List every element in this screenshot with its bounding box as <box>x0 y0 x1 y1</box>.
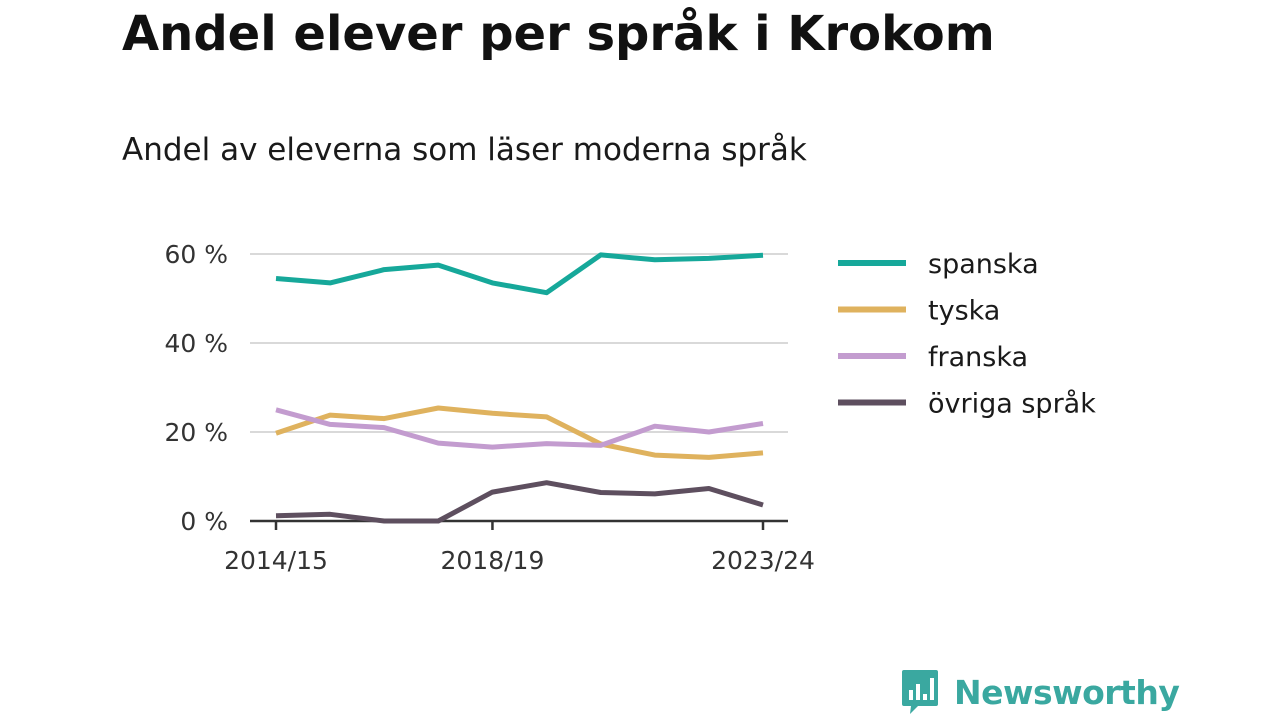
y-axis-ticks: 0 % 20 % 40 % 60 % <box>164 240 228 536</box>
legend-label: övriga språk <box>928 389 1096 420</box>
legend-label: franska <box>928 342 1028 373</box>
chart-title: Andel elever per språk i Krokom <box>122 6 995 62</box>
legend-label: tyska <box>928 296 1000 327</box>
legend-label: spanska <box>928 249 1039 280</box>
brand-name: Newsworthy <box>954 672 1180 712</box>
legend: spanska tyska franska övriga språk <box>838 249 1096 420</box>
series-lines <box>275 252 764 524</box>
brand-logo: Newsworthy <box>900 668 1180 716</box>
y-tick-label: 0 % <box>180 507 228 536</box>
y-tick-label: 40 % <box>164 329 228 358</box>
series-line-övriga-språk <box>275 480 764 524</box>
series-line-spanska <box>275 252 764 296</box>
chart-subtitle: Andel av eleverna som läser moderna språ… <box>122 132 807 168</box>
series-line-tyska <box>275 405 764 460</box>
x-tick-label: 2023/24 <box>711 546 815 575</box>
x-axis-ticks: 2014/15 2018/19 2023/24 <box>224 521 815 575</box>
series-line-franska <box>275 407 764 450</box>
bar-chart-speech-bubble-icon <box>902 670 938 714</box>
y-tick-label: 60 % <box>164 240 228 269</box>
x-tick-label: 2018/19 <box>441 546 545 575</box>
y-tick-label: 20 % <box>164 418 228 447</box>
x-tick-label: 2014/15 <box>224 546 328 575</box>
